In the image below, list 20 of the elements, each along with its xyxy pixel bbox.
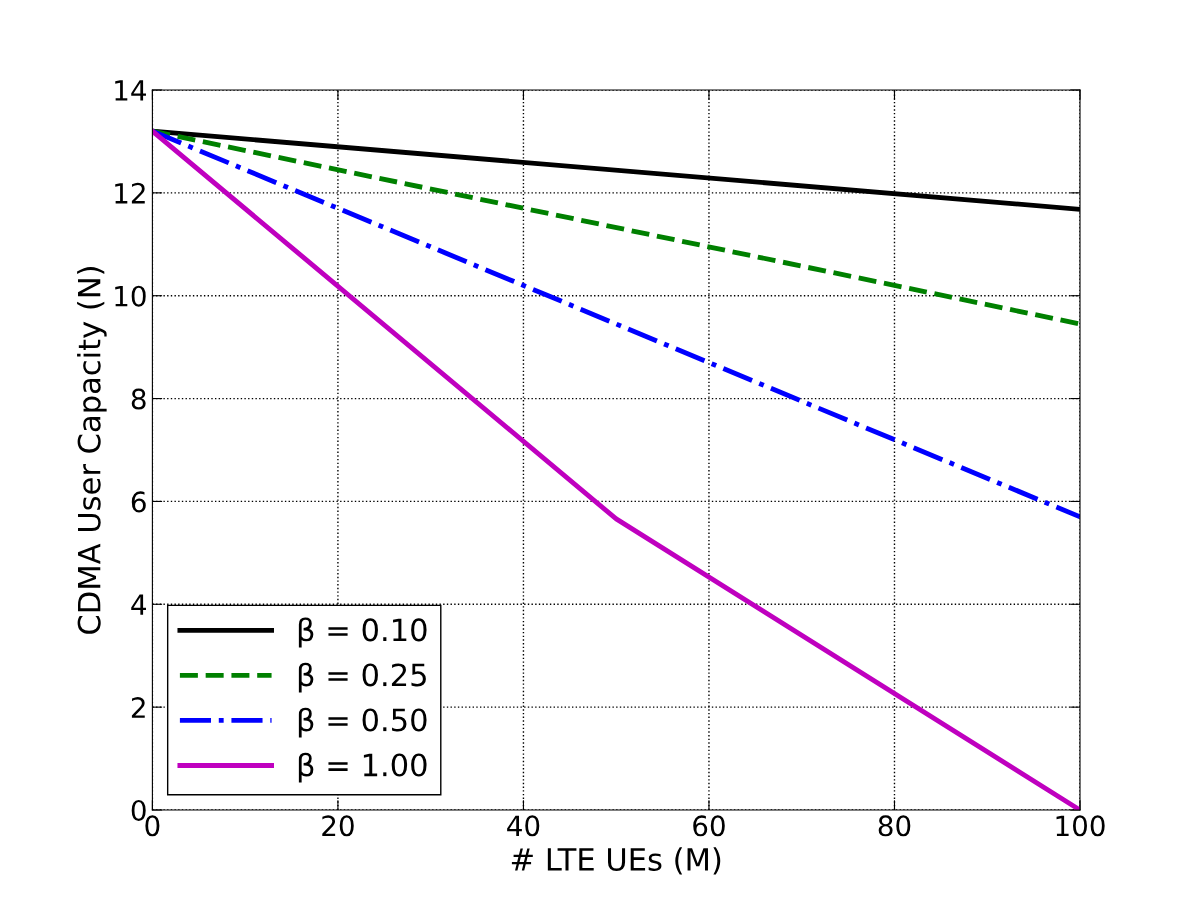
- x-tick-label: 0: [145, 815, 160, 837]
- legend-label: β = 0.50: [298, 707, 427, 738]
- x-tick-label: 80: [878, 815, 911, 837]
- x-axis-title: # LTE UEs (M): [511, 847, 721, 875]
- y-tick-label: 6: [131, 491, 146, 513]
- x-tick-label: 60: [693, 815, 725, 837]
- legend-label: β = 0.10: [298, 617, 427, 648]
- y-tick-label: 8: [131, 388, 146, 410]
- x-tick-label: 40: [507, 815, 540, 837]
- y-axis-title: CDMA User Capacity (N): [77, 267, 107, 634]
- x-tick-label: 100: [1056, 815, 1105, 837]
- y-tick-label: 10: [115, 285, 146, 307]
- y-tick-label: 2: [131, 697, 145, 718]
- y-tick-label: 12: [115, 182, 145, 204]
- y-tick-label: 0: [131, 799, 146, 821]
- legend-label: β = 0.25: [298, 662, 426, 693]
- y-tick-label: 4: [131, 594, 146, 615]
- y-tick-label: 14: [115, 80, 146, 101]
- x-tick-label: 20: [322, 815, 354, 837]
- legend-label: β = 1.00: [298, 752, 427, 783]
